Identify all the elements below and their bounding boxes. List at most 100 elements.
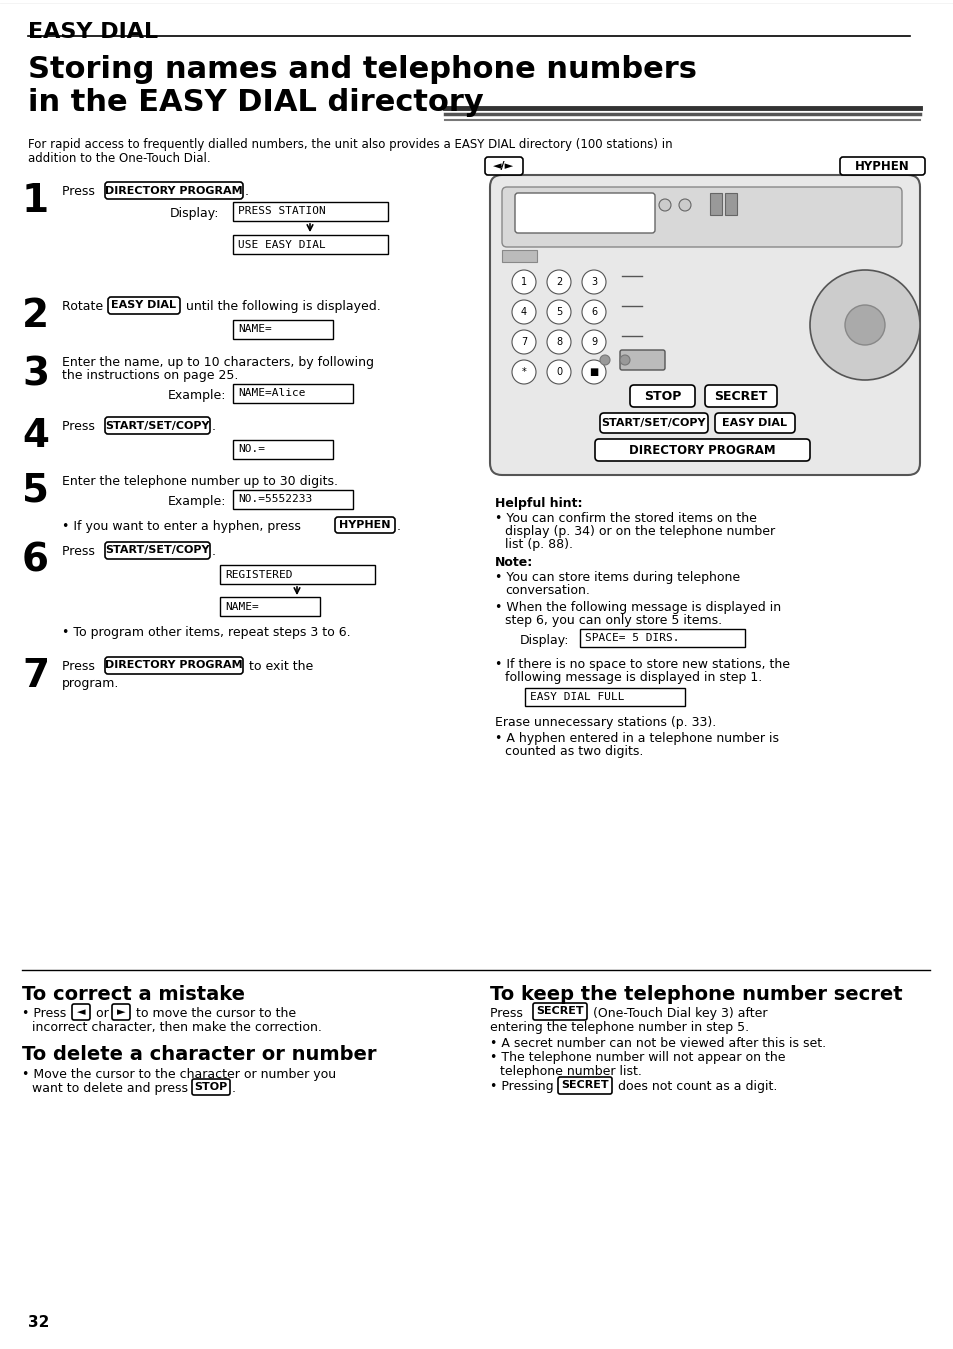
FancyBboxPatch shape	[595, 438, 809, 461]
Text: 2: 2	[22, 297, 49, 335]
Circle shape	[546, 270, 571, 294]
Text: Erase unnecessary stations (p. 33).: Erase unnecessary stations (p. 33).	[495, 716, 716, 728]
FancyBboxPatch shape	[220, 565, 375, 584]
Circle shape	[679, 200, 690, 210]
FancyBboxPatch shape	[629, 384, 695, 407]
Circle shape	[659, 200, 670, 210]
Text: to move the cursor to the: to move the cursor to the	[132, 1006, 295, 1020]
Text: Storing names and telephone numbers: Storing names and telephone numbers	[28, 55, 697, 84]
Text: ◄: ◄	[76, 1006, 85, 1017]
Text: REGISTERED: REGISTERED	[225, 569, 293, 580]
FancyBboxPatch shape	[704, 384, 776, 407]
FancyBboxPatch shape	[515, 193, 655, 233]
Text: .: .	[245, 185, 249, 198]
Text: HYPHEN: HYPHEN	[854, 159, 909, 173]
FancyBboxPatch shape	[105, 542, 210, 558]
Text: Enter the telephone number up to 30 digits.: Enter the telephone number up to 30 digi…	[62, 475, 337, 488]
Text: 2: 2	[556, 277, 561, 287]
Text: • You can confirm the stored items on the: • You can confirm the stored items on th…	[495, 513, 756, 525]
Text: (One-Touch Dial key 3) after: (One-Touch Dial key 3) after	[588, 1006, 767, 1020]
Text: HYPHEN: HYPHEN	[339, 519, 391, 530]
Circle shape	[581, 331, 605, 353]
Text: ►: ►	[116, 1006, 125, 1017]
Text: does not count as a digit.: does not count as a digit.	[614, 1081, 777, 1093]
Text: SECRET: SECRET	[536, 1006, 583, 1017]
Text: 32: 32	[28, 1315, 50, 1330]
Text: 3: 3	[22, 355, 49, 393]
Circle shape	[581, 270, 605, 294]
Text: START/SET/COPY: START/SET/COPY	[601, 418, 705, 428]
FancyBboxPatch shape	[233, 320, 333, 339]
Text: START/SET/COPY: START/SET/COPY	[105, 545, 210, 556]
FancyBboxPatch shape	[233, 202, 388, 221]
Text: • Press: • Press	[22, 1006, 71, 1020]
Text: Press: Press	[62, 660, 99, 673]
Text: or: or	[91, 1006, 112, 1020]
FancyBboxPatch shape	[558, 1077, 612, 1094]
FancyBboxPatch shape	[105, 657, 243, 674]
FancyBboxPatch shape	[484, 156, 522, 175]
Text: ■: ■	[589, 367, 598, 376]
Circle shape	[512, 270, 536, 294]
Text: 6: 6	[22, 542, 49, 580]
FancyBboxPatch shape	[724, 193, 737, 214]
Text: NAME=Alice: NAME=Alice	[237, 389, 305, 398]
Text: .: .	[212, 545, 215, 558]
Text: To correct a mistake: To correct a mistake	[22, 985, 245, 1004]
Circle shape	[581, 299, 605, 324]
Circle shape	[512, 299, 536, 324]
Text: Example:: Example:	[168, 389, 226, 402]
Text: USE EASY DIAL: USE EASY DIAL	[237, 240, 325, 250]
Circle shape	[619, 355, 629, 366]
Text: 8: 8	[556, 337, 561, 347]
Text: 0: 0	[556, 367, 561, 376]
Text: EASY DIAL: EASY DIAL	[112, 301, 176, 310]
Text: • Move the cursor to the character or number you: • Move the cursor to the character or nu…	[22, 1068, 335, 1081]
Text: 9: 9	[590, 337, 597, 347]
Text: NAME=: NAME=	[237, 325, 272, 335]
Text: to exit the: to exit the	[245, 660, 313, 673]
Circle shape	[546, 331, 571, 353]
Text: Press: Press	[62, 420, 99, 433]
Text: 4: 4	[22, 417, 49, 455]
Text: EASY DIAL: EASY DIAL	[721, 418, 786, 428]
Text: • When the following message is displayed in: • When the following message is displaye…	[495, 602, 781, 614]
Text: 7: 7	[22, 657, 49, 695]
FancyBboxPatch shape	[490, 175, 919, 475]
Circle shape	[809, 270, 919, 380]
Text: want to delete and press: want to delete and press	[32, 1082, 192, 1095]
Text: in the EASY DIAL directory: in the EASY DIAL directory	[28, 88, 483, 117]
FancyBboxPatch shape	[840, 156, 924, 175]
FancyBboxPatch shape	[501, 250, 537, 262]
Text: 6: 6	[590, 308, 597, 317]
Text: To keep the telephone number secret: To keep the telephone number secret	[490, 985, 902, 1004]
Text: telephone number list.: telephone number list.	[499, 1064, 641, 1078]
Text: DIRECTORY PROGRAM: DIRECTORY PROGRAM	[105, 661, 243, 670]
Text: 5: 5	[22, 472, 49, 510]
FancyBboxPatch shape	[233, 440, 333, 459]
Text: NAME=: NAME=	[225, 602, 258, 611]
Text: until the following is displayed.: until the following is displayed.	[182, 299, 380, 313]
Text: 3: 3	[590, 277, 597, 287]
Text: • A secret number can not be viewed after this is set.: • A secret number can not be viewed afte…	[490, 1037, 825, 1050]
Text: PRESS STATION: PRESS STATION	[237, 206, 325, 216]
Text: entering the telephone number in step 5.: entering the telephone number in step 5.	[490, 1021, 748, 1033]
Text: • You can store items during telephone: • You can store items during telephone	[495, 571, 740, 584]
FancyBboxPatch shape	[599, 413, 707, 433]
Text: .: .	[396, 519, 400, 533]
Text: EASY DIAL FULL: EASY DIAL FULL	[530, 692, 624, 701]
Text: • A hyphen entered in a telephone number is: • A hyphen entered in a telephone number…	[495, 733, 779, 745]
Text: 7: 7	[520, 337, 527, 347]
Text: • If you want to enter a hyphen, press: • If you want to enter a hyphen, press	[62, 519, 305, 533]
Text: Example:: Example:	[168, 495, 226, 509]
FancyBboxPatch shape	[714, 413, 794, 433]
Text: SECRET: SECRET	[714, 390, 767, 402]
Text: ◄/►: ◄/►	[493, 161, 514, 171]
Text: Helpful hint:: Helpful hint:	[495, 496, 582, 510]
FancyBboxPatch shape	[233, 384, 353, 403]
Text: Press: Press	[490, 1006, 526, 1020]
Text: step 6, you can only store 5 items.: step 6, you can only store 5 items.	[504, 614, 721, 627]
Text: conversation.: conversation.	[504, 584, 589, 598]
Text: Display:: Display:	[170, 206, 219, 220]
Circle shape	[546, 360, 571, 384]
